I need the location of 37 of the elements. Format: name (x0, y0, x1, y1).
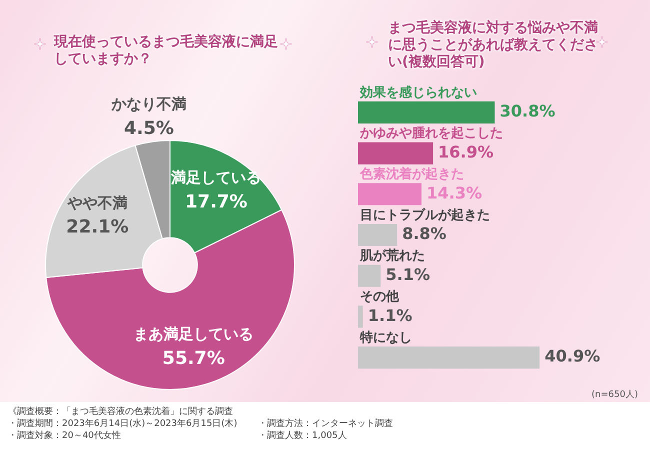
category-label: かゆみや腫れを起こした (360, 126, 503, 142)
slice-label: まあ満足している (134, 325, 254, 344)
chart-title: まつ毛美容液に対する悩みや不満に思うことがあれば教えてください(複数回答可) (388, 20, 598, 71)
text: 《調査概要：「まつ毛美容液の色素沈着」に関する調査 (8, 406, 234, 418)
data-label: 22.1% (66, 216, 129, 238)
text: ・調査対象：20～40代女性 (8, 430, 122, 442)
text: ・調査人数：1,005人 (258, 430, 348, 442)
data-label: 4.5% (124, 118, 174, 139)
category-label: 色素沈着が起きた (360, 166, 464, 182)
slice-label: 満足している (170, 168, 262, 186)
text: (n=650人) (592, 388, 638, 401)
bar (358, 183, 422, 206)
category-label: 目にトラブルが起きた (360, 208, 490, 223)
category-label: 肌が荒れた (360, 248, 425, 264)
data-label: 14.3% (426, 183, 482, 202)
slice-label: かなり不満 (110, 94, 186, 113)
data-label: 30.8% (500, 102, 556, 121)
text: ・調査方法：インターネット調査 (258, 418, 394, 430)
data-label: 16.9% (438, 142, 494, 162)
category-label: 特になし (360, 330, 412, 346)
text: ・調査期間：2023年6月14日(水)～2023年6月15日(木) (8, 418, 238, 430)
bar (358, 224, 398, 246)
data-label: 55.7% (162, 348, 225, 369)
category-label: 効果を感じられない (360, 85, 477, 100)
data-label: 5.1% (386, 265, 430, 284)
category-label: その他 (360, 290, 399, 305)
bar (358, 306, 363, 328)
bar (358, 346, 540, 369)
data-label: 17.7% (185, 191, 248, 212)
data-label: 40.9% (544, 346, 600, 366)
bar (358, 101, 495, 124)
bar (358, 142, 434, 164)
data-label: 8.8% (402, 224, 446, 244)
chart-title: 現在使っているまつ毛美容液に満足していますか？ (54, 34, 279, 68)
bar (358, 264, 381, 287)
data-label: 1.1% (368, 306, 412, 325)
slice-label: やや不満 (66, 194, 128, 212)
